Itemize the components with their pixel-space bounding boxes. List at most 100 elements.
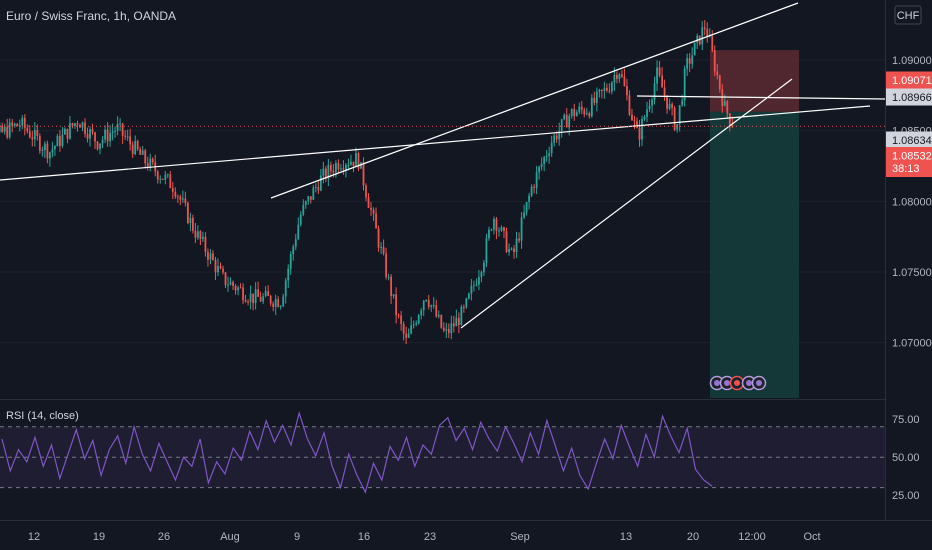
- candle: [580, 100, 583, 115]
- candle: [543, 155, 546, 172]
- candle: [209, 249, 212, 265]
- candle: [593, 91, 596, 106]
- time-tick-label: 26: [158, 531, 170, 543]
- position-tool[interactable]: [710, 50, 799, 402]
- candle: [688, 53, 691, 73]
- candle: [508, 243, 510, 256]
- candle: [718, 74, 721, 93]
- candle: [480, 270, 483, 283]
- candle: [673, 105, 676, 132]
- candle: [232, 280, 234, 291]
- channel-upper-line[interactable]: [270, 2, 799, 199]
- chart-title: Euro / Swiss Franc, 1h, OANDA: [6, 9, 176, 23]
- candle: [257, 281, 260, 297]
- candle: [89, 126, 91, 147]
- candle: [510, 247, 513, 251]
- candle: [600, 89, 603, 99]
- candle: [18, 119, 21, 132]
- price-label-value: 1.09071: [892, 75, 932, 87]
- candle: [61, 127, 64, 148]
- stop-loss-zone[interactable]: [710, 50, 799, 112]
- event-markers[interactable]: [709, 375, 767, 391]
- price-label-stop-level: 1.09071: [886, 71, 932, 89]
- candle: [548, 146, 551, 164]
- candle: [392, 294, 395, 299]
- candle: [329, 161, 332, 178]
- candle: [503, 226, 505, 239]
- currency-badge[interactable]: CHF: [894, 5, 922, 25]
- rsi-tick-label: 50.00: [892, 452, 920, 464]
- candle: [299, 210, 302, 227]
- candle: [146, 156, 149, 171]
- candle: [3, 123, 6, 135]
- economic-event-icon[interactable]: [751, 375, 767, 391]
- candle: [252, 293, 255, 311]
- long-support-line[interactable]: [0, 105, 871, 181]
- candle: [176, 194, 179, 203]
- candle: [337, 159, 340, 173]
- time-axis[interactable]: 12 19 26 Aug 9 16 23 Sep 13 20 12:00 Oct: [28, 531, 821, 543]
- candle: [603, 81, 606, 99]
- candle: [420, 307, 423, 320]
- candle: [698, 35, 701, 46]
- candle: [605, 83, 608, 93]
- candle: [610, 80, 613, 95]
- candle: [671, 102, 674, 116]
- candle: [350, 154, 352, 166]
- time-tick-label: 12: [28, 531, 40, 543]
- candle: [64, 127, 66, 135]
- candle: [648, 99, 651, 113]
- economic-event-icon[interactable]: [709, 375, 725, 391]
- candle: [653, 76, 656, 105]
- candle: [467, 292, 470, 300]
- candle: [272, 301, 275, 312]
- time-tick-label: 20: [687, 531, 699, 543]
- candle: [706, 22, 709, 43]
- candle: [367, 193, 370, 209]
- candle: [81, 121, 84, 132]
- candle: [31, 130, 34, 147]
- horizontal-resistance-line[interactable]: [636, 95, 886, 100]
- candle: [447, 323, 450, 339]
- candle: [498, 227, 500, 237]
- candle: [277, 296, 280, 308]
- candle: [415, 320, 418, 327]
- candle: [528, 192, 530, 210]
- candle: [106, 122, 109, 147]
- rsi-tick-label: 25.00: [892, 490, 920, 502]
- wedge-support-line[interactable]: [460, 78, 793, 329]
- candle: [33, 122, 36, 147]
- candle: [618, 72, 621, 83]
- candle: [588, 111, 591, 119]
- take-profit-zone[interactable]: [710, 111, 799, 402]
- candle: [324, 166, 327, 182]
- time-tick-label: 16: [358, 531, 370, 543]
- candle: [26, 124, 29, 134]
- rsi-axis[interactable]: 25.00 50.00 75.00: [892, 414, 920, 502]
- time-tick-label: 13: [620, 531, 632, 543]
- candle: [274, 294, 277, 315]
- candle: [520, 211, 523, 249]
- candle: [362, 157, 365, 191]
- candle: [402, 321, 405, 341]
- candle: [623, 68, 626, 87]
- candle: [267, 285, 270, 296]
- candle: [726, 99, 729, 119]
- candle: [116, 116, 119, 136]
- candle: [212, 250, 214, 261]
- trendlines[interactable]: [0, 2, 886, 329]
- candle: [405, 326, 408, 345]
- candle: [99, 143, 101, 155]
- candle: [585, 107, 588, 116]
- price-label-value: 1.08532: [892, 151, 932, 163]
- economic-event-icon[interactable]: [729, 375, 745, 391]
- candle: [342, 160, 345, 175]
- candle: [53, 145, 56, 156]
- candle: [229, 277, 232, 286]
- candle: [686, 53, 689, 76]
- price-label-value: 1.08634: [892, 135, 932, 147]
- candle: [38, 133, 41, 154]
